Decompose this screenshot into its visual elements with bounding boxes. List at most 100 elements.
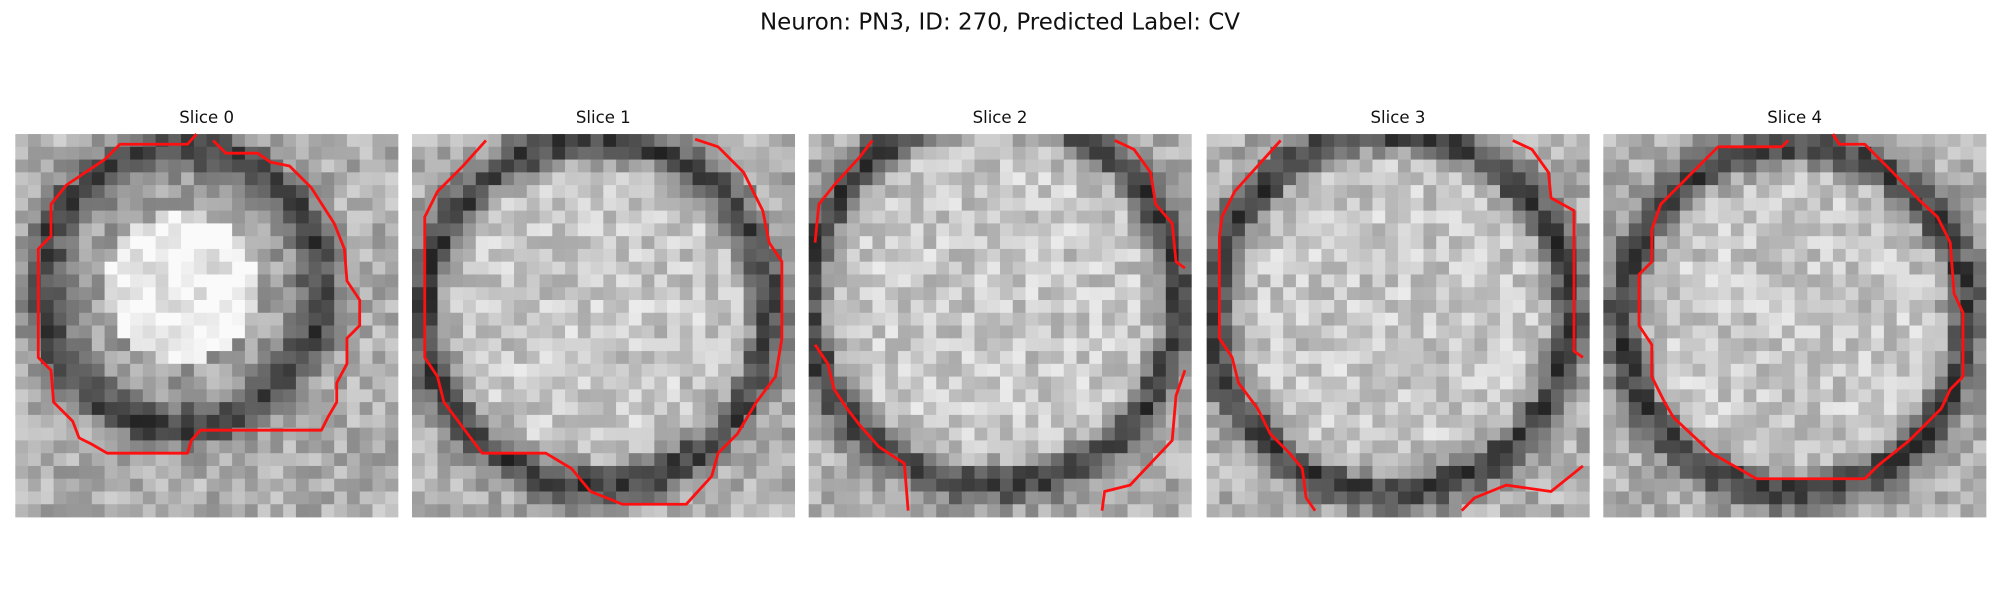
image-pixel (1705, 312, 1719, 326)
image-pixel (910, 210, 924, 224)
image-pixel (1934, 274, 1949, 288)
image-pixel (1334, 210, 1348, 224)
image-pixel (1922, 300, 1936, 314)
image-pixel (603, 402, 617, 416)
image-pixel (1756, 248, 1770, 263)
image-pixel (1973, 146, 1987, 160)
image-pixel (1308, 325, 1322, 339)
image-pixel (488, 453, 502, 467)
image-pixel (1934, 197, 1949, 212)
image-pixel (923, 427, 937, 441)
image-pixel (450, 351, 464, 365)
image-pixel (79, 338, 93, 352)
image-pixel (28, 236, 42, 250)
image-pixel (910, 287, 924, 301)
image-pixel (1270, 465, 1284, 480)
image-pixel (142, 491, 156, 505)
image-pixel (705, 363, 719, 377)
image-pixel (1461, 274, 1475, 288)
image-pixel (526, 338, 540, 352)
image-pixel (769, 159, 783, 173)
image-pixel (232, 223, 246, 237)
image-pixel (1206, 453, 1220, 467)
image-pixel (923, 491, 937, 505)
image-pixel (411, 414, 426, 429)
image-pixel (130, 453, 144, 467)
image-pixel (1012, 159, 1026, 173)
image-pixel (846, 351, 861, 365)
image-pixel (488, 287, 502, 301)
image-pixel (859, 312, 873, 326)
image-pixel (859, 274, 873, 288)
image-pixel (1436, 491, 1450, 505)
image-pixel (1820, 351, 1834, 365)
image-pixel (514, 274, 528, 288)
image-pixel (603, 389, 617, 403)
image-pixel (872, 312, 886, 326)
image-pixel (346, 478, 361, 492)
image-pixel (872, 134, 886, 148)
image-pixel (910, 172, 924, 186)
image-pixel (1359, 248, 1373, 263)
image-pixel (1359, 236, 1373, 250)
image-pixel (885, 478, 899, 492)
image-pixel (488, 210, 502, 224)
image-pixel (1500, 185, 1514, 199)
image-pixel (244, 261, 259, 275)
image-pixel (1794, 363, 1808, 377)
image-pixel (743, 274, 757, 288)
image-pixel (679, 274, 693, 288)
image-pixel (577, 223, 591, 237)
image-pixel (1576, 236, 1590, 250)
image-pixel (628, 197, 642, 212)
image-pixel (1114, 248, 1128, 263)
image-pixel (1628, 146, 1642, 160)
image-pixel (155, 414, 169, 429)
image-pixel (897, 414, 912, 429)
image-pixel (1308, 248, 1322, 263)
image-pixel (1102, 325, 1116, 339)
image-pixel (359, 159, 373, 173)
image-pixel (1448, 248, 1463, 263)
image-pixel (1051, 312, 1065, 326)
image-pixel (1616, 300, 1630, 314)
image-pixel (846, 236, 861, 250)
image-pixel (1832, 402, 1847, 416)
image-pixel (1423, 389, 1437, 403)
image-pixel (641, 197, 655, 212)
image-pixel (1705, 172, 1719, 186)
image-pixel (295, 210, 310, 224)
image-pixel (1283, 236, 1297, 250)
image-pixel (1334, 261, 1348, 275)
image-pixel (923, 223, 937, 237)
image-pixel (450, 325, 464, 339)
image-pixel (1820, 185, 1834, 199)
image-pixel (1807, 478, 1821, 492)
image-pixel (846, 185, 861, 199)
image-pixel (104, 504, 118, 518)
image-pixel (859, 414, 873, 429)
image-pixel (872, 414, 886, 429)
image-pixel (1781, 389, 1796, 403)
image-pixel (1372, 300, 1386, 314)
image-pixel (846, 300, 861, 314)
image-pixel (232, 440, 246, 454)
image-pixel (1756, 402, 1770, 416)
image-pixel (1448, 325, 1463, 339)
image-pixel (168, 478, 182, 492)
image-pixel (488, 376, 502, 390)
image-pixel (1219, 427, 1233, 441)
image-pixel (244, 300, 259, 314)
image-pixel (1283, 376, 1297, 390)
image-pixel (1372, 453, 1386, 467)
image-pixel (1487, 300, 1501, 314)
image-pixel (948, 236, 963, 250)
image-pixel (40, 300, 54, 314)
image-pixel (616, 389, 630, 403)
image-pixel (53, 414, 67, 429)
image-pixel (1781, 351, 1796, 365)
image-pixel (450, 146, 464, 160)
image-pixel (1283, 287, 1297, 301)
image-pixel (1257, 274, 1271, 288)
image-pixel (1973, 274, 1987, 288)
